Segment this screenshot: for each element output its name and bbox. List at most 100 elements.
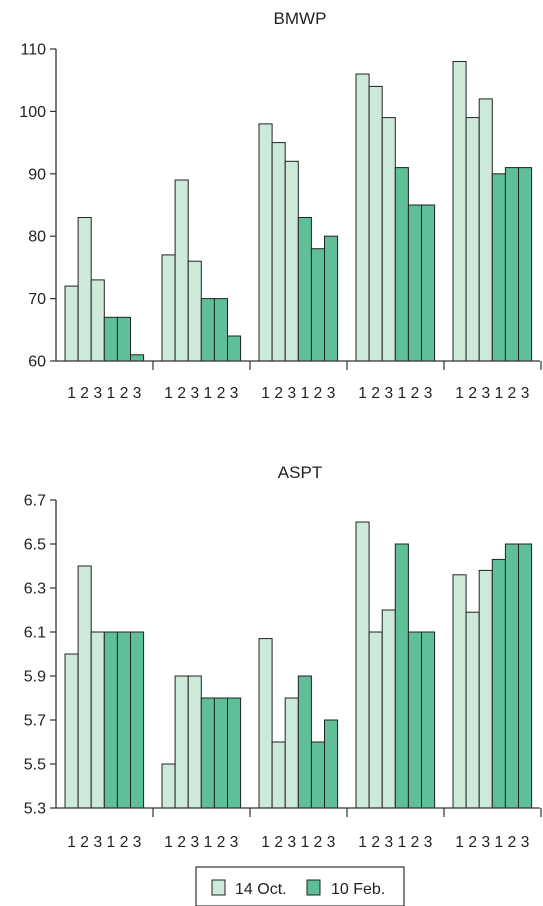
x-tick-label: 1 (106, 834, 115, 851)
chart-title-bmwp: BMWP (274, 9, 327, 28)
x-tick-label: 3 (424, 385, 433, 402)
legend: 14 Oct. 10 Feb. (195, 866, 405, 906)
legend-swatch-feb (306, 879, 321, 896)
bar (368, 631, 383, 809)
x-tick-label: 3 (327, 385, 336, 402)
bar (284, 160, 299, 362)
x-tick-label: 2 (411, 385, 420, 402)
bar (200, 697, 215, 809)
bar (324, 235, 339, 362)
x-tick-label: 2 (314, 834, 323, 851)
x-tick-label: 1 (358, 385, 367, 402)
x-tick-label: 2 (508, 834, 517, 851)
bar (421, 204, 436, 362)
x-tick-label: 1 (67, 385, 76, 402)
legend-label-oct: 14 Oct. (235, 881, 287, 898)
legend-box (195, 866, 405, 906)
bar (518, 543, 533, 809)
x-tick-label: 3 (287, 834, 296, 851)
x-tick-label: 2 (80, 385, 89, 402)
x-tick-label: 2 (411, 834, 420, 851)
x-tick-label: 2 (120, 834, 129, 851)
x-tick-label: 1 (164, 385, 173, 402)
bar (297, 675, 312, 809)
x-tick-label: 1 (301, 834, 310, 851)
bar (271, 142, 286, 362)
x-tick-label: 1 (455, 834, 464, 851)
x-tick-label: 3 (481, 385, 490, 402)
bar (103, 631, 118, 809)
x-tick-label: 1 (67, 834, 76, 851)
x-tick-label: 1 (495, 834, 504, 851)
x-tick-label: 3 (384, 385, 393, 402)
bar (64, 285, 79, 362)
x-tick-label: 2 (314, 385, 323, 402)
bar (174, 675, 189, 809)
aspt-chart: ASPT 5.35.55.75.96.16.36.56.71 2 3 1 2 3 1 2 3 1 2… (24, 463, 542, 851)
bar (310, 248, 325, 362)
x-tick-label: 1 (204, 385, 213, 402)
x-tick-label: 2 (177, 385, 186, 402)
x-tick-label: 3 (521, 385, 530, 402)
bar (64, 653, 79, 809)
bar (200, 298, 215, 362)
x-tick-label: 2 (371, 385, 380, 402)
x-tick-label: 3 (327, 834, 336, 851)
bar (324, 719, 339, 809)
bar (187, 260, 202, 362)
y-tick-label: 6.5 (24, 537, 46, 554)
bar (116, 631, 132, 809)
y-tick-label: 5.7 (24, 713, 46, 730)
x-tick-label: 1 (204, 834, 213, 851)
bar (478, 98, 493, 362)
y-tick-label: 80 (28, 229, 46, 246)
y-tick-label: 5.5 (24, 757, 46, 774)
x-tick-label: 1 (358, 834, 367, 851)
bar (227, 697, 242, 809)
x-tick-label: 3 (230, 834, 239, 851)
bar (90, 631, 105, 809)
y-tick-label: 70 (28, 291, 46, 308)
bar (478, 569, 493, 809)
x-tick-label: 3 (93, 834, 102, 851)
bar (77, 217, 92, 362)
x-tick-label: 3 (424, 834, 433, 851)
y-tick-label: 110 (20, 42, 46, 59)
bar (310, 741, 325, 809)
x-tick-label: 1 (261, 385, 270, 402)
x-tick-label: 1 (398, 385, 407, 402)
x-tick-label: 1 (455, 385, 464, 402)
bar (130, 354, 145, 362)
x-tick-label: 2 (508, 385, 517, 402)
x-tick-label: 3 (190, 385, 199, 402)
x-tick-label: 1 (106, 385, 115, 402)
bar (103, 316, 118, 362)
x-tick-label: 1 (495, 385, 504, 402)
x-tick-label: 3 (190, 834, 199, 851)
bar (368, 85, 383, 362)
bar (258, 638, 273, 809)
x-tick-label: 1 (398, 834, 407, 851)
x-tick-label: 2 (217, 385, 226, 402)
bar (271, 741, 286, 809)
bar (227, 335, 242, 362)
y-tick-label: 6.1 (24, 625, 46, 642)
bar (213, 298, 228, 362)
x-tick-label: 3 (384, 834, 393, 851)
x-tick-label: 3 (93, 385, 102, 402)
x-tick-label: 2 (217, 834, 226, 851)
bar (452, 574, 467, 809)
x-tick-label: 3 (133, 385, 142, 402)
bar (284, 697, 299, 809)
x-tick-label: 2 (80, 834, 89, 851)
x-tick-label: 1 (301, 385, 310, 402)
bar (407, 204, 422, 362)
bar (116, 316, 132, 362)
bar (465, 117, 480, 362)
x-tick-label: 3 (230, 385, 239, 402)
bar (381, 609, 396, 809)
y-tick-label: 5.9 (24, 669, 46, 686)
y-tick-label: 5.3 (24, 801, 46, 818)
bar (452, 61, 467, 362)
